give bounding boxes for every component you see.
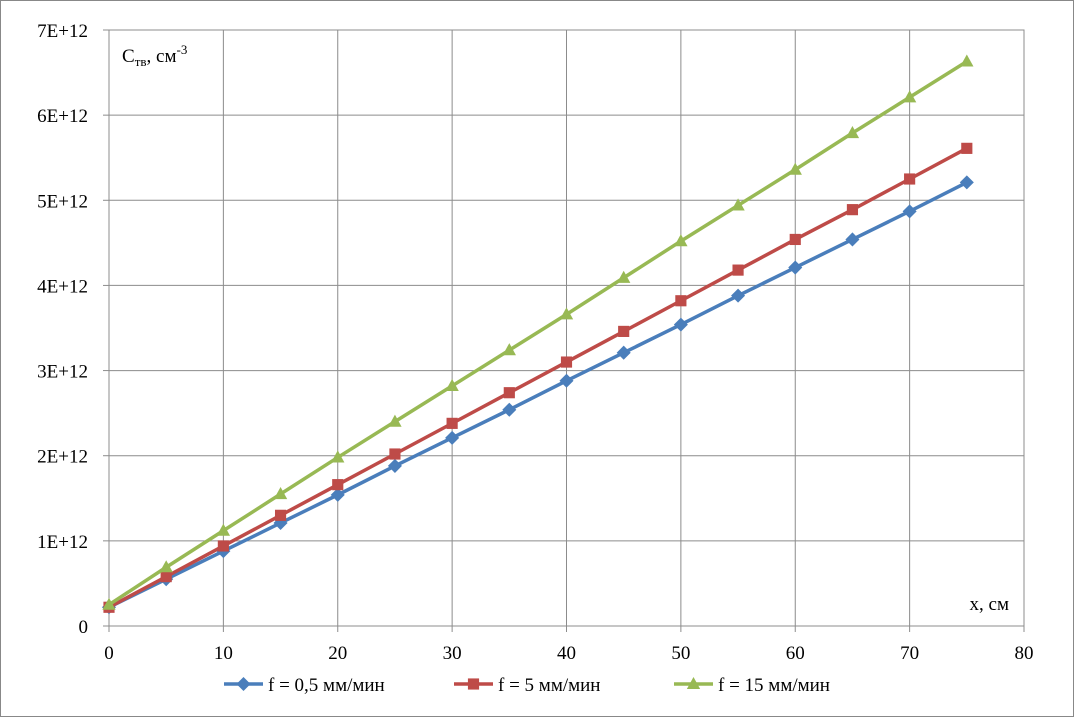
square-marker	[675, 295, 687, 307]
diamond-marker	[902, 204, 917, 219]
square-marker	[274, 509, 287, 521]
diamond-marker	[445, 430, 460, 445]
legend-entry: f = 5 мм/мин	[454, 675, 600, 696]
triangle-marker	[388, 414, 402, 427]
square-marker	[904, 173, 916, 185]
square-marker	[789, 233, 801, 246]
triangle-marker	[845, 126, 860, 139]
legend-label: f = 15 мм/мин	[718, 675, 830, 696]
legend-entry: f = 15 мм/мин	[674, 675, 830, 696]
triangle-marker	[674, 234, 688, 247]
x-tick-label: 70	[900, 643, 919, 664]
series-layer	[101, 54, 974, 615]
x-tick-label: 10	[214, 643, 233, 664]
x-tick-label: 80	[1015, 643, 1034, 664]
diamond-marker	[616, 345, 631, 360]
gridlines	[109, 30, 1024, 626]
diamond-marker	[959, 175, 974, 190]
triangle-marker	[788, 162, 802, 175]
series-3	[102, 54, 974, 610]
diamond-marker	[559, 373, 574, 388]
legend: f = 0,5 мм/мин f = 5 мм/мин f = 15 мм/мин	[224, 675, 830, 696]
triangle-marker	[102, 597, 116, 610]
square-marker	[618, 325, 630, 337]
square-marker	[846, 204, 859, 216]
triangle-marker	[502, 343, 516, 356]
square-marker	[732, 264, 744, 276]
y-tick-label: 6E+12	[37, 106, 88, 127]
series-line	[108, 146, 968, 609]
diamond-marker	[502, 402, 517, 417]
series-2	[103, 142, 973, 613]
x-tick-label: 20	[328, 643, 347, 664]
triangle-marker	[159, 560, 173, 573]
diamond-marker	[330, 487, 345, 502]
x-tick-label: 0	[104, 643, 114, 664]
triangle-marker	[331, 450, 345, 463]
legend-entry: f = 0,5 мм/мин	[224, 675, 385, 696]
triangle-marker	[216, 523, 231, 536]
square-marker	[961, 142, 973, 154]
series-line	[108, 180, 968, 609]
legend-label: f = 0,5 мм/мин	[268, 675, 385, 696]
square-marker	[446, 417, 458, 429]
diamond-marker	[673, 317, 688, 332]
y-tick-label: 3E+12	[37, 362, 88, 383]
diamond-marker	[788, 260, 803, 275]
x-tick-label: 40	[557, 643, 576, 664]
y-axis-title: Cтв, см-3	[122, 42, 187, 69]
x-tick-label: 30	[443, 643, 462, 664]
y-tick-label: 0	[79, 617, 89, 638]
square-marker	[467, 678, 480, 690]
diamond-marker	[236, 676, 251, 692]
legend-label: f = 5 мм/мин	[498, 675, 600, 696]
square-marker	[389, 448, 401, 460]
triangle-marker	[902, 90, 917, 103]
tick-labels: 0 10 20 30 40 50 60 70 80 0 1E+12 2E+12 3E+12 4E+12 5E…	[37, 21, 1033, 664]
y-tick-label: 2E+12	[37, 447, 88, 468]
series-line	[108, 60, 968, 607]
y-tick-label: 5E+12	[37, 191, 88, 212]
square-marker	[332, 479, 344, 491]
triangle-marker	[445, 378, 459, 391]
y-tick-label: 4E+12	[37, 276, 88, 297]
triangle-marker	[617, 270, 631, 283]
y-tick-label: 7E+12	[37, 21, 88, 42]
x-tick-label: 50	[671, 643, 690, 664]
square-marker	[217, 540, 229, 552]
square-marker	[503, 387, 515, 399]
triangle-marker	[686, 676, 701, 690]
square-marker	[560, 356, 573, 368]
triangle-marker	[559, 307, 574, 320]
diamond-marker	[731, 288, 746, 303]
diamond-marker	[845, 232, 860, 247]
triangle-marker	[273, 487, 288, 500]
diamond-marker	[387, 458, 402, 473]
y-tick-label: 1E+12	[37, 532, 88, 553]
square-marker	[160, 571, 172, 583]
diamond-marker	[273, 515, 288, 530]
x-axis-title: x, см	[970, 594, 1009, 615]
triangle-marker	[960, 54, 974, 67]
x-tick-label: 60	[786, 643, 805, 664]
triangle-marker	[731, 198, 745, 211]
